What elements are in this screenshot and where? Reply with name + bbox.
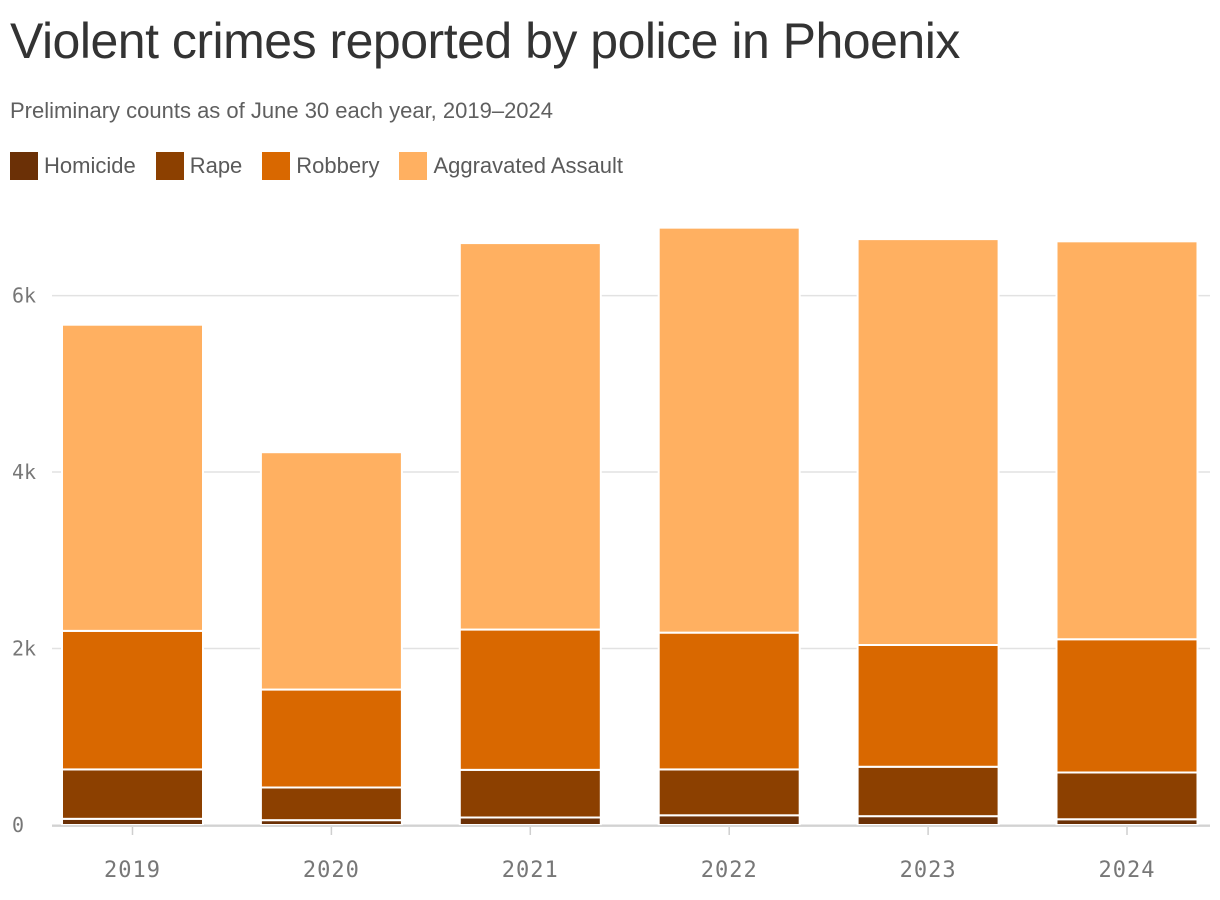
bar-segment-rape-2022 [659, 769, 800, 815]
bar-segment-aggravated-assault-2020 [261, 452, 402, 689]
x-tick-label-2020: 2020 [303, 858, 360, 883]
x-tick-label-2021: 2021 [502, 858, 559, 883]
bar-segment-aggravated-assault-2021 [460, 243, 601, 629]
y-tick-label: 2k [12, 637, 36, 661]
x-tick-label-2023: 2023 [900, 858, 957, 883]
bar-segment-rape-2023 [858, 767, 999, 816]
bar-segment-aggravated-assault-2022 [659, 228, 800, 633]
x-tick-label-2022: 2022 [701, 858, 758, 883]
bar-segment-robbery-2020 [261, 690, 402, 788]
y-tick-label: 6k [12, 284, 36, 308]
bar-segment-rape-2020 [261, 788, 402, 821]
bar-segment-robbery-2024 [1057, 639, 1198, 772]
x-tick-label-2019: 2019 [104, 858, 161, 883]
bar-segment-aggravated-assault-2019 [62, 325, 203, 631]
y-tick-label: 4k [12, 460, 36, 484]
bar-segment-robbery-2023 [858, 645, 999, 767]
bar-segment-homicide-2021 [460, 818, 601, 826]
x-tick-label-2024: 2024 [1099, 858, 1156, 883]
bar-segment-rape-2024 [1057, 773, 1198, 820]
bar-segment-aggravated-assault-2024 [1057, 241, 1198, 639]
bar-segment-robbery-2019 [62, 631, 203, 770]
bar-segment-homicide-2022 [659, 815, 800, 825]
bar-segment-robbery-2022 [659, 633, 800, 770]
bar-segment-homicide-2023 [858, 816, 999, 825]
bar-segment-rape-2021 [460, 770, 601, 818]
bar-segment-rape-2019 [62, 769, 203, 818]
bar-segment-robbery-2021 [460, 630, 601, 770]
y-tick-label: 0 [12, 813, 24, 837]
bar-segment-aggravated-assault-2023 [858, 239, 999, 645]
